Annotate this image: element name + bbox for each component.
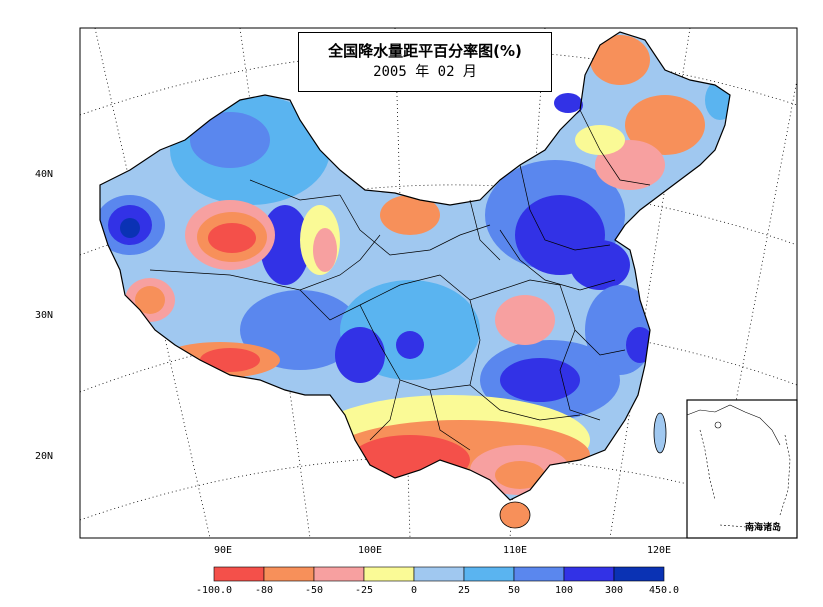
legend-swatch bbox=[213, 566, 265, 582]
legend-swatch bbox=[613, 566, 665, 582]
taiwan-island bbox=[653, 412, 667, 454]
legend-swatch bbox=[463, 566, 515, 582]
legend-tick-label: -50 bbox=[305, 585, 323, 596]
legend-tick-label: -25 bbox=[355, 585, 373, 596]
legend-tick-label: 0 bbox=[411, 585, 417, 596]
south-china-sea-inset bbox=[686, 399, 798, 539]
lon-label-90e: 90E bbox=[214, 545, 232, 556]
legend-tick-label: 25 bbox=[458, 585, 470, 596]
legend-tick-label: 450.0 bbox=[649, 585, 679, 596]
legend-swatch bbox=[263, 566, 315, 582]
map-title: 全国降水量距平百分率图(%) bbox=[328, 42, 522, 60]
legend-swatch bbox=[413, 566, 465, 582]
map-subtitle-date: 2005 年 02 月 bbox=[373, 64, 477, 80]
lon-label-100e: 100E bbox=[358, 545, 382, 556]
legend-tick-label: -80 bbox=[255, 585, 273, 596]
china-border bbox=[99, 31, 731, 501]
legend-tick-label: 50 bbox=[508, 585, 520, 596]
lon-label-120e: 120E bbox=[647, 545, 671, 556]
legend-tick-label: 300 bbox=[605, 585, 623, 596]
legend-swatch bbox=[513, 566, 565, 582]
color-legend: -100.0 -80 -50 -25 0 25 50 100 300 450.0 bbox=[196, 566, 679, 596]
lat-label-20n: 20N bbox=[35, 451, 53, 462]
lon-label-110e: 110E bbox=[503, 545, 527, 556]
legend-tick-label: 100 bbox=[555, 585, 573, 596]
legend-tick-label: -100.0 bbox=[196, 585, 232, 596]
legend-swatch bbox=[563, 566, 615, 582]
province-borders bbox=[149, 109, 651, 451]
title-box: 全国降水量距平百分率图(%) 2005 年 02 月 bbox=[298, 32, 552, 92]
lat-label-40n: 40N bbox=[35, 169, 53, 180]
legend-swatch bbox=[363, 566, 415, 582]
ne-wet-patch bbox=[554, 93, 582, 113]
lat-label-30n: 30N bbox=[35, 310, 53, 321]
inset-label: 南海诸岛 bbox=[745, 523, 782, 533]
legend-swatch bbox=[313, 566, 365, 582]
hainan-island bbox=[499, 501, 531, 529]
